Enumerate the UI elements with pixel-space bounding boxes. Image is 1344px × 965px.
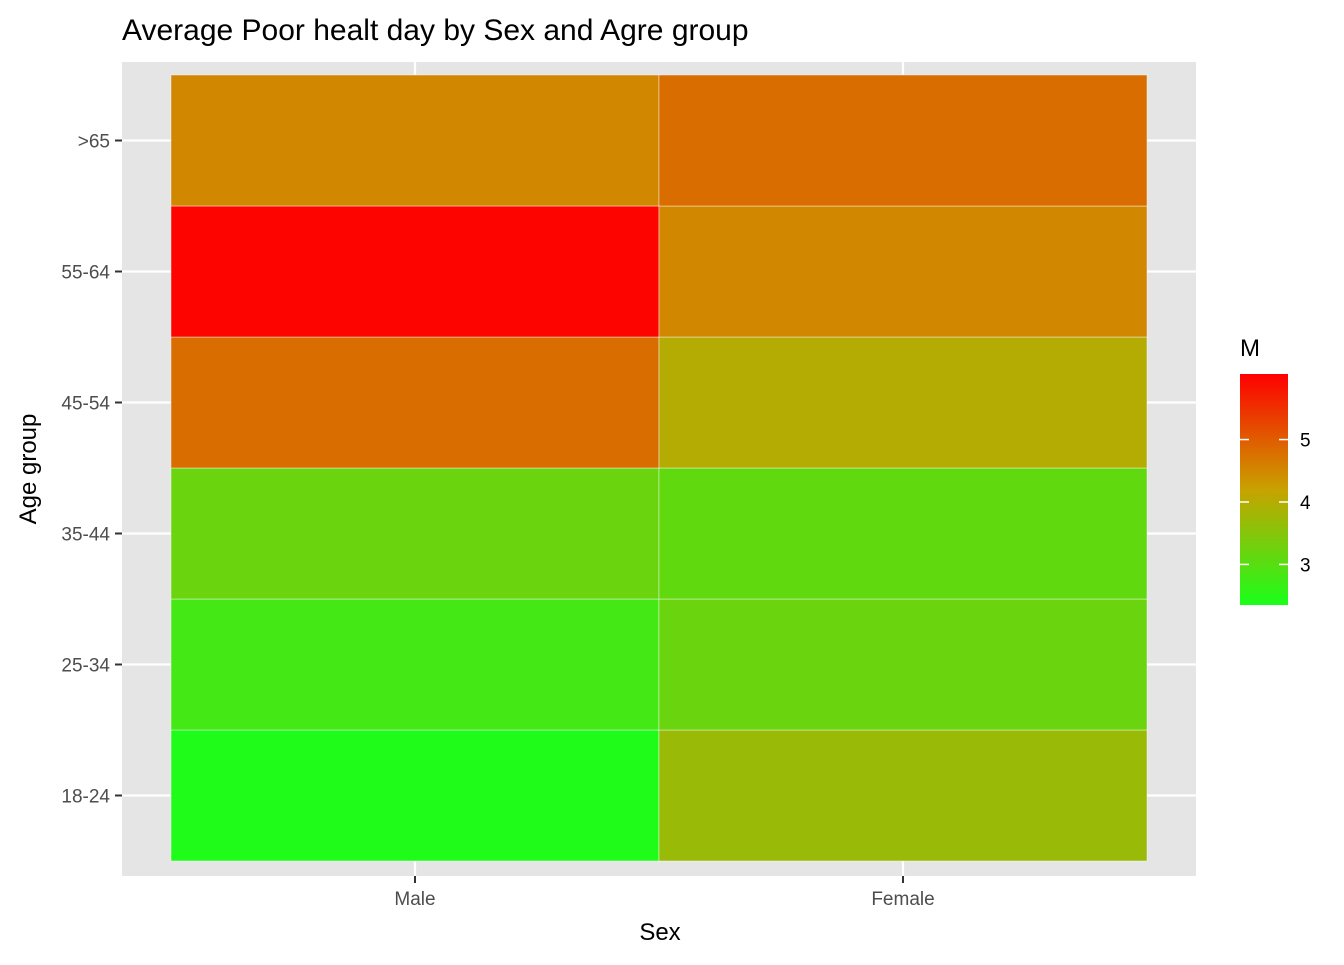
y-tick-label: 55-64: [61, 263, 110, 284]
legend-tick-label: 3: [1300, 555, 1311, 576]
x-axis: Male Female: [394, 876, 935, 910]
heatmap-tile: [658, 729, 1148, 862]
legend-title: M: [1240, 335, 1260, 362]
legend-ticks: 3 4 5: [1240, 431, 1311, 576]
heatmap-tile: [658, 205, 1148, 338]
heatmap-tile: [658, 598, 1148, 731]
x-tick-label: Female: [871, 889, 934, 910]
x-tick-label: Male: [394, 889, 435, 910]
y-tick-label: 45-54: [61, 394, 110, 415]
y-tick-label: 18-24: [61, 787, 110, 808]
color-legend: M 3 4 5: [1240, 335, 1311, 605]
y-tick-label: 25-34: [61, 656, 110, 677]
y-tick-label: >65: [78, 132, 110, 153]
legend-colorbar: [1240, 374, 1288, 605]
heatmap-tile: [170, 598, 660, 731]
y-tick-label: 35-44: [61, 525, 110, 546]
y-axis: 18-24 25-34 35-44 45-54 55-64 >65: [61, 132, 122, 808]
heatmap-tile: [170, 729, 660, 862]
heatmap-tile: [170, 336, 660, 469]
x-axis-title: Sex: [639, 919, 680, 946]
heatmap-tiles: [170, 74, 1148, 862]
chart-title: Average Poor healt day by Sex and Agre g…: [122, 14, 749, 47]
legend-tick-label: 5: [1300, 431, 1311, 452]
heatmap-tile: [170, 467, 660, 600]
heatmap-tile: [170, 205, 660, 338]
heatmap-tile: [658, 336, 1148, 469]
y-axis-title: Age group: [15, 414, 42, 525]
legend-tick-label: 4: [1300, 493, 1311, 514]
heatmap-tile: [658, 467, 1148, 600]
heatmap-tile: [658, 74, 1148, 207]
heatmap-tile: [170, 74, 660, 207]
